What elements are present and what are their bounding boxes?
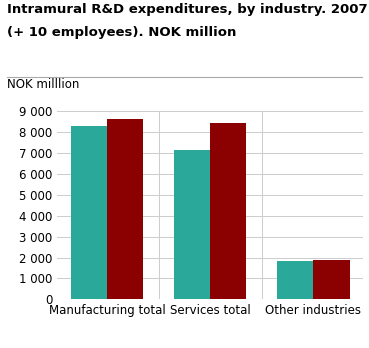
Bar (277, 261, 313, 299)
Text: (+ 10 employees). NOK million: (+ 10 employees). NOK million (7, 26, 237, 39)
Bar (313, 260, 349, 299)
Bar (71, 126, 107, 299)
Text: NOK milllion: NOK milllion (7, 78, 80, 91)
Text: Intramural R&D expenditures, by industry. 2007 and 2008: Intramural R&D expenditures, by industry… (7, 3, 369, 16)
Bar (107, 119, 143, 299)
Bar (210, 123, 246, 299)
Bar (174, 150, 210, 299)
Legend: 2007, 2008: 2007, 2008 (144, 347, 277, 348)
